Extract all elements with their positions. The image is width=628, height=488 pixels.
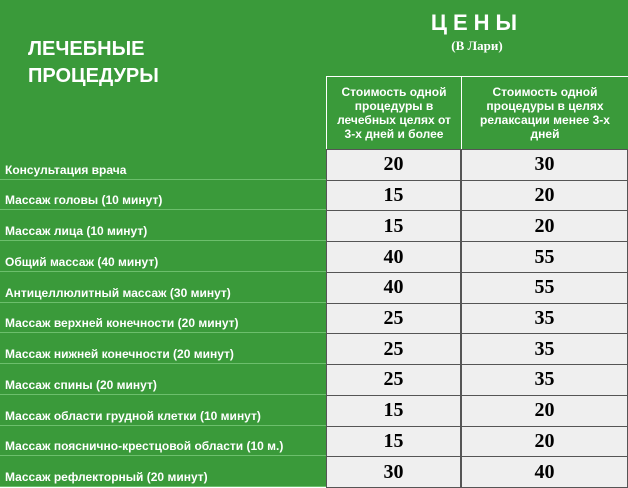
price: 35 [461, 302, 628, 335]
price: 20 [461, 179, 628, 212]
procedure-name: Массаж пояснично-крестцовой области (10 … [0, 425, 326, 457]
column-header-text: Стоимость одной процедуры в лечебных цел… [337, 85, 451, 141]
price: 15 [326, 394, 461, 427]
procedure-name: Общий массаж (40 минут) [0, 241, 326, 272]
price: 40 [326, 271, 461, 304]
procedure-name: Массаж лица (10 минут) [0, 210, 326, 242]
table-title: ЛЕЧЕБНЫЕ ПРОЦЕДУРЫ [28, 38, 159, 87]
price: 15 [326, 179, 461, 212]
column-header-text: Стоимость одной процедуры в целях релакс… [480, 85, 610, 141]
price: 35 [461, 333, 628, 366]
column-header: Стоимость одной процедуры в лечебных цел… [326, 76, 461, 149]
price: 15 [326, 425, 461, 458]
prices-header: ЦЕНЫ (В Лари) [326, 0, 628, 76]
procedure-name: Массаж области грудной клетки (10 минут) [0, 394, 326, 426]
price: 55 [461, 271, 628, 304]
price: 20 [461, 394, 628, 427]
price: 25 [326, 302, 461, 335]
procedure-name: Массаж головы (10 минут) [0, 179, 326, 211]
prices-title: ЦЕНЫ [430, 10, 524, 35]
price: 40 [461, 456, 628, 488]
table-title-cell: ЛЕЧЕБНЫЕ ПРОЦЕДУРЫ [0, 0, 326, 149]
procedure-name: Массаж спины (20 минут) [0, 364, 326, 395]
price: 55 [461, 241, 628, 273]
procedure-name: Массаж рефлекторный (20 минут) [0, 456, 326, 487]
procedure-name: Антицеллюлитный массаж (30 минут) [0, 271, 326, 303]
currency: (В Лари) [451, 38, 503, 53]
price: 20 [461, 425, 628, 458]
price: 25 [326, 364, 461, 396]
price: 35 [461, 364, 628, 396]
price: 15 [326, 210, 461, 243]
column-header: Стоимость одной процедуры в целях релакс… [461, 76, 628, 149]
price: 20 [326, 149, 461, 181]
procedure-name: Консультация врача [0, 149, 326, 180]
procedure-name: Массаж верхней конечности (20 минут) [0, 302, 326, 334]
price: 25 [326, 333, 461, 366]
price: 40 [326, 241, 461, 273]
procedure-name: Массаж нижней конечности (20 минут) [0, 333, 326, 365]
price: 20 [461, 210, 628, 243]
price: 30 [461, 149, 628, 181]
price: 30 [326, 456, 461, 488]
